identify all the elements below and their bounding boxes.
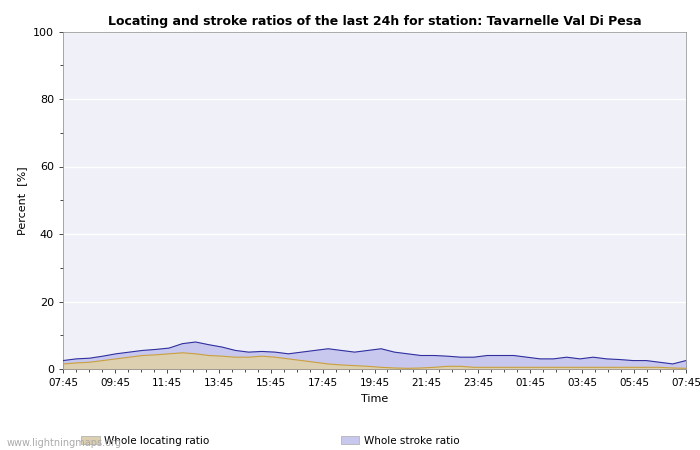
Title: Locating and stroke ratios of the last 24h for station: Tavarnelle Val Di Pesa: Locating and stroke ratios of the last 2… xyxy=(108,14,641,27)
Y-axis label: Percent  [%]: Percent [%] xyxy=(18,166,27,234)
Text: www.lightningmaps.org: www.lightningmaps.org xyxy=(7,438,122,448)
X-axis label: Time: Time xyxy=(361,394,388,404)
Legend: Whole locating ratio, Locating ratio station Tavarnelle Val Di Pesa, Whole strok: Whole locating ratio, Locating ratio sta… xyxy=(77,432,584,450)
